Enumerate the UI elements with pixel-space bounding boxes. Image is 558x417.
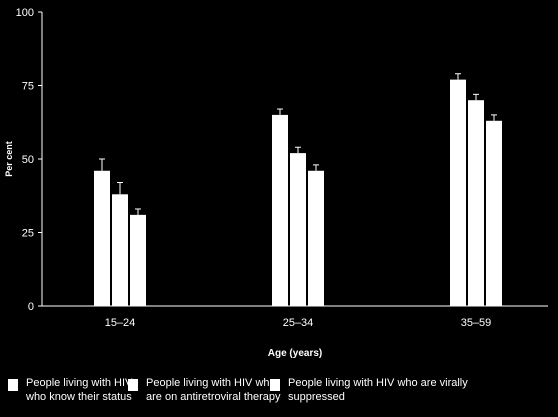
- bar-2-3: [468, 100, 484, 306]
- y-axis-label: Per cent: [4, 141, 14, 177]
- legend-label: People living with HIV who are virally s…: [288, 376, 468, 404]
- error-bars-group: [99, 73, 497, 215]
- legend-label-line: People living with HIV: [26, 377, 133, 389]
- bar-chart: 0 25 50 75 100 15–24 25–34 35–59 Per cent Age …: [4, 7, 548, 359]
- legend-label-line: People living with HIV who: [146, 377, 276, 389]
- legend-swatch: [128, 379, 138, 391]
- bar-3-2: [308, 170, 324, 306]
- legend-label-line: People living with HIV who are virally: [288, 377, 468, 389]
- legend-label-line: suppressed: [288, 391, 345, 403]
- x-ticks-group: 15–24 25–34 35–59: [105, 317, 492, 329]
- y-tick-label: 100: [16, 7, 34, 19]
- legend-swatch: [8, 379, 18, 391]
- bar-3-1: [130, 214, 146, 306]
- bar-1-1: [94, 170, 110, 306]
- bar-1-2: [272, 114, 288, 307]
- bar-2-1: [112, 194, 128, 306]
- legend-swatch: [270, 379, 280, 391]
- y-tick-label: 0: [28, 301, 34, 313]
- legend-label: People living with HIV who know their st…: [26, 376, 132, 404]
- legend: People living with HIV who know their st…: [8, 376, 553, 416]
- x-tick-label: 15–24: [105, 317, 136, 329]
- y-tick-label: 50: [22, 154, 34, 166]
- legend-label: People living with HIV who are on antire…: [146, 376, 281, 404]
- y-ticks-group: 0 25 50 75 100: [16, 7, 42, 313]
- bar-3-3: [486, 120, 502, 306]
- bars-group: [94, 79, 502, 307]
- x-tick-label: 25–34: [283, 317, 314, 329]
- legend-label-line: who know their status: [26, 391, 132, 403]
- legend-item-on-art: People living with HIV who are on antire…: [128, 376, 281, 404]
- x-tick-label: 35–59: [461, 317, 492, 329]
- legend-item-know-status: People living with HIV who know their st…: [8, 376, 132, 404]
- legend-label-line: are on antiretroviral therapy: [146, 391, 281, 403]
- bar-2-2: [290, 153, 306, 306]
- y-tick-label: 75: [22, 81, 34, 93]
- legend-item-virally-suppressed: People living with HIV who are virally s…: [270, 376, 468, 404]
- y-tick-label: 25: [22, 228, 34, 240]
- x-axis-label: Age (years): [268, 348, 322, 359]
- bar-1-3: [450, 79, 466, 307]
